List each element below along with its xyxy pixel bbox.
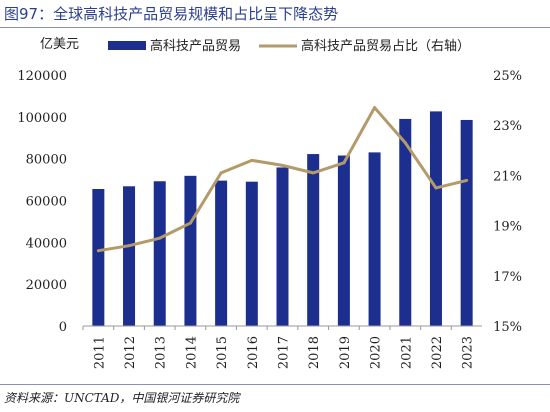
figure-title: 图97：全球高科技产品贸易规模和占比呈下降态势 <box>4 5 339 23</box>
line-point <box>373 106 377 110</box>
line-point <box>403 141 407 145</box>
x-tick-label: 2011 <box>92 336 107 369</box>
x-tick-label: 2017 <box>277 336 292 369</box>
bar <box>184 175 197 326</box>
line-point <box>127 244 131 248</box>
y-tick-label: 60000 <box>26 195 67 210</box>
line-point <box>465 178 469 182</box>
bar <box>153 181 166 326</box>
chart-axes: 亿美元 高科技产品贸易 高科技产品贸易占比（右轴） 0 20000 40000 600… <box>17 37 522 369</box>
bar <box>307 154 320 326</box>
x-tick-label: 2018 <box>307 336 322 369</box>
footer-divider <box>0 384 550 385</box>
source-note: 资料来源：UNCTAD，中国银河证券研究院 <box>4 391 240 405</box>
bar <box>337 155 350 326</box>
line-point <box>342 161 346 165</box>
x-tick-label: 2012 <box>123 336 138 369</box>
x-tick-label: 2019 <box>338 336 353 369</box>
x-tick-label: 2023 <box>461 336 476 369</box>
legend-label-bar: 高科技产品贸易 <box>150 38 241 54</box>
bar <box>245 181 258 326</box>
bar <box>92 188 105 326</box>
x-tick-label: 2015 <box>215 336 230 369</box>
y2-tick-label: 25% <box>493 69 522 84</box>
x-tick-label: 2016 <box>246 336 261 369</box>
line-point <box>219 171 223 175</box>
line-point <box>188 221 192 225</box>
line-point <box>434 186 438 190</box>
chart: 亿美元 高科技产品贸易 高科技产品贸易占比（右轴） 0 20000 40000 600… <box>17 37 522 369</box>
line-point <box>96 249 100 253</box>
y-tick-label: 0 <box>59 320 67 335</box>
x-tick-label: 2014 <box>184 336 199 369</box>
bar <box>276 167 289 326</box>
y2-tick-label: 19% <box>493 220 522 235</box>
y-tick-label: 80000 <box>26 153 67 168</box>
y-tick-label: 40000 <box>26 236 67 251</box>
bar <box>460 119 473 327</box>
x-tick-label: 2021 <box>399 336 414 369</box>
x-tick-label: 2020 <box>369 336 384 369</box>
y2-tick-label: 21% <box>493 169 522 184</box>
title-divider <box>0 27 550 28</box>
y2-tick-label: 23% <box>493 119 522 134</box>
y-tick-label: 120000 <box>17 69 67 84</box>
legend-label-line: 高科技产品贸易占比（右轴） <box>301 38 470 54</box>
y-axis-label: 亿美元 <box>40 37 79 52</box>
bar <box>399 118 412 326</box>
legend-swatch-bar <box>108 41 146 50</box>
line-point <box>311 171 315 175</box>
y2-tick-label: 15% <box>493 320 522 335</box>
x-tick-label: 2013 <box>154 336 169 369</box>
x-tick-label: 2022 <box>430 336 445 369</box>
bar <box>368 152 381 326</box>
legend: 高科技产品贸易 高科技产品贸易占比（右轴） <box>108 38 470 54</box>
y-tick-label: 20000 <box>26 278 67 293</box>
line-point <box>158 236 162 240</box>
line-point <box>281 163 284 167</box>
bar <box>123 186 136 326</box>
bar <box>429 111 442 327</box>
bar <box>215 180 228 326</box>
line-point <box>250 158 254 162</box>
y2-tick-label: 17% <box>493 270 522 285</box>
y-tick-label: 100000 <box>17 111 67 126</box>
